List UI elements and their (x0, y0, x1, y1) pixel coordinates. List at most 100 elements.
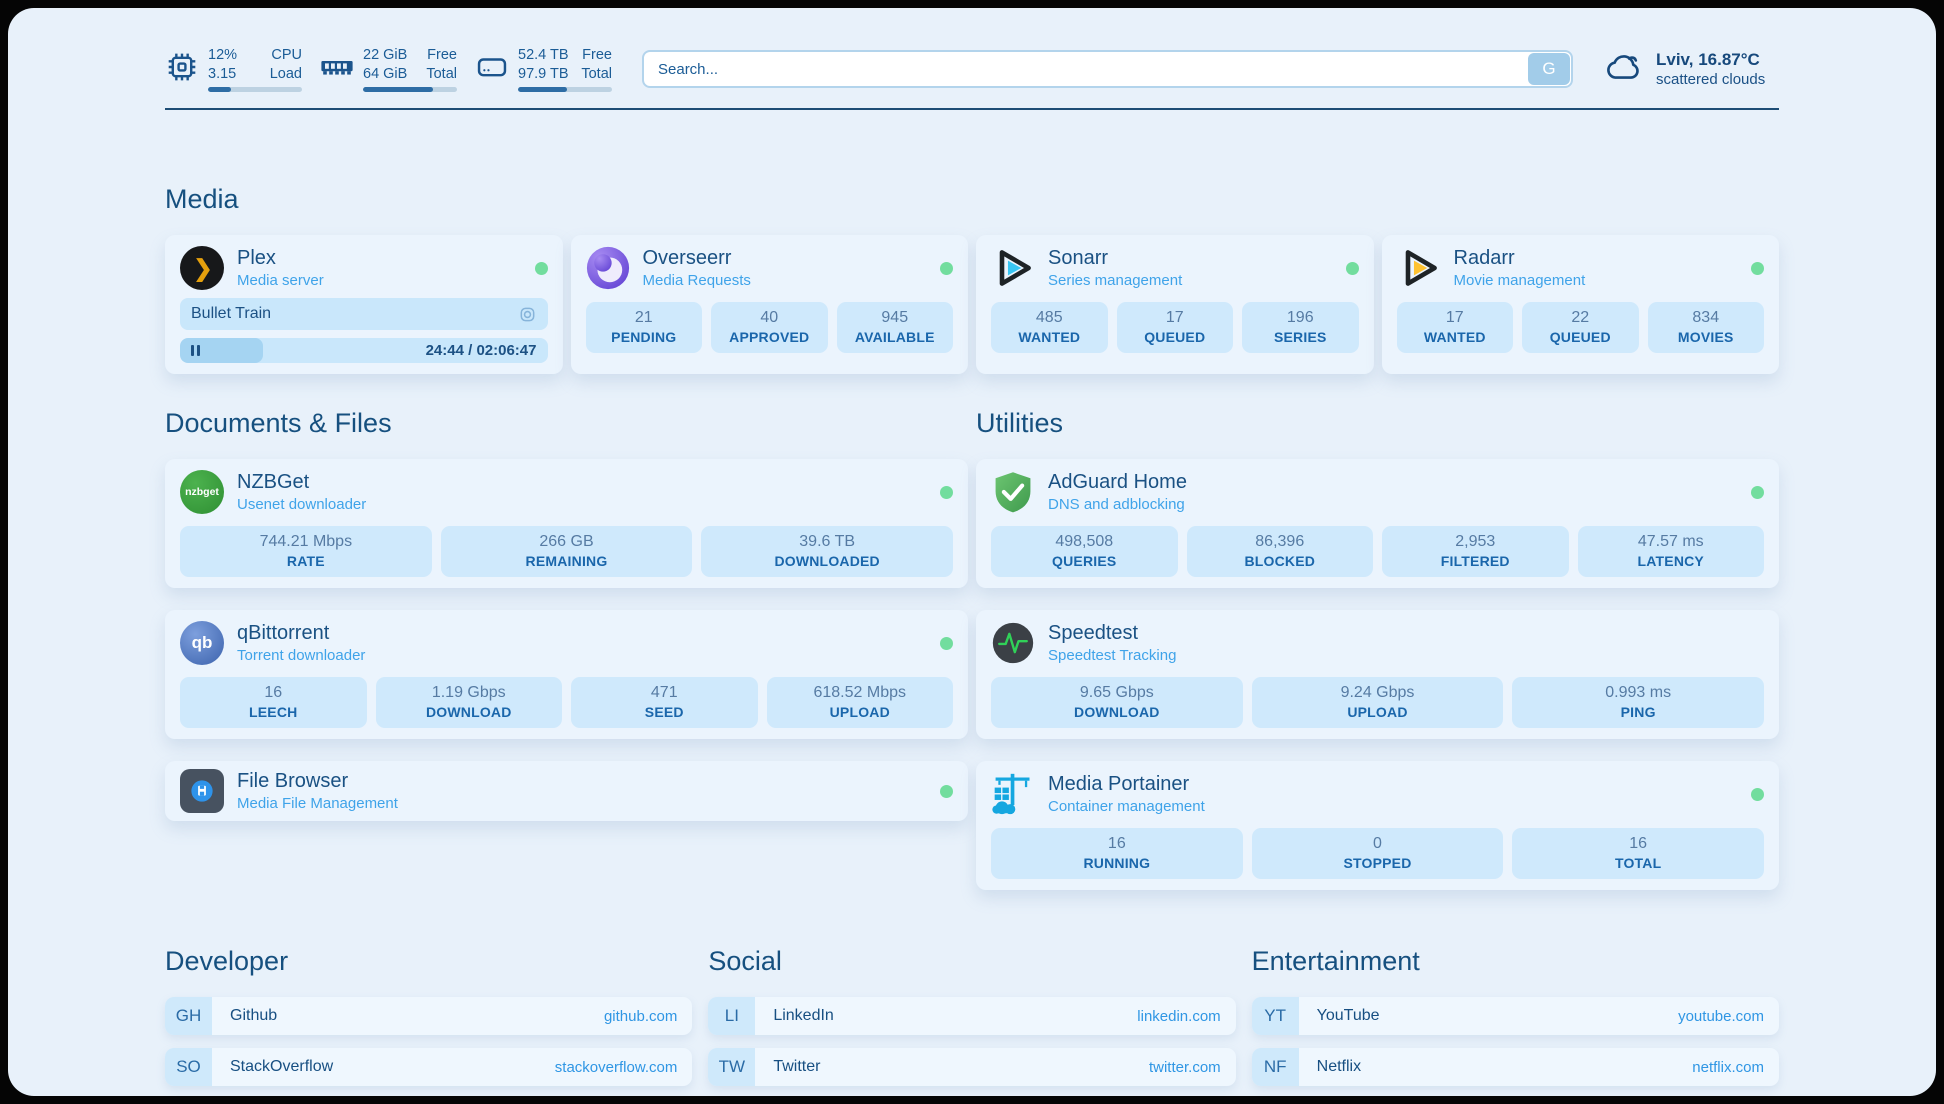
link-badge: GH (165, 997, 212, 1035)
stat-chip: 17 WANTED (1396, 302, 1513, 353)
service-card-sonarr[interactable]: Sonarr Series management 485 WANTED 17 Q… (976, 235, 1374, 374)
section-title-entertainment: Entertainment (1251, 946, 1420, 976)
service-card-plex[interactable]: ❯ Plex Media server Bullet Train (165, 235, 563, 374)
cpu-load-label: Load (269, 65, 302, 82)
stat-chip: 2,953 FILTERED (1382, 526, 1569, 577)
stat-chip: 16 TOTAL (1512, 828, 1764, 879)
header-divider (165, 108, 1779, 110)
stat-chip: 16 RUNNING (991, 828, 1243, 879)
adguard-icon (991, 470, 1035, 514)
stat-chip: 47.57 ms LATENCY (1577, 526, 1764, 577)
filebrowser-icon (180, 769, 224, 813)
memory-total: 64 GiB (363, 65, 408, 82)
service-card-portainer[interactable]: Media Portainer Container management 16 … (976, 761, 1779, 890)
weather-condition: scattered clouds (1656, 71, 1766, 88)
service-title: AdGuard Home (1048, 471, 1187, 493)
service-title: Overseerr (642, 247, 732, 269)
link-row-youtube[interactable]: YT YouTube youtube.com (1251, 997, 1779, 1035)
service-subtitle: Media File Management (237, 795, 398, 812)
link-name: LinkedIn (773, 1007, 834, 1024)
documents-column: Documents & Files nzbget NZBGet Usenet d… (165, 408, 968, 890)
status-dot-online (534, 261, 548, 275)
stat-chip: 16 LEECH (180, 677, 367, 728)
status-dot-online (1751, 261, 1764, 275)
stat-chip: 39.6 TB DOWNLOADED (701, 526, 953, 577)
stat-chip: 9.24 Gbps UPLOAD (1251, 677, 1504, 728)
service-title: Speedtest (1048, 622, 1139, 644)
service-title: NZBGet (237, 471, 310, 493)
now-playing-title: Bullet Train (191, 305, 272, 322)
status-dot-online (1345, 261, 1359, 275)
service-card-qbittorrent[interactable]: qb qBittorrent Torrent downloader 16 LEE… (165, 610, 968, 739)
service-card-speedtest[interactable]: Speedtest Speedtest Tracking 9.65 Gbps D… (976, 610, 1779, 739)
stat-chip: 471 SEED (571, 677, 758, 728)
service-title: qBittorrent (237, 622, 330, 644)
link-name: Netflix (1316, 1058, 1362, 1075)
utilities-column: Utilities (976, 408, 1779, 890)
section-title-documents: Documents & Files (165, 408, 392, 438)
stat-chip: 40 APPROVED (711, 302, 828, 353)
stat-chip: 618.52 Mbps UPLOAD (766, 677, 953, 728)
service-subtitle: Torrent downloader (237, 647, 366, 664)
link-url: youtube.com (1678, 1007, 1764, 1025)
memory-stat: 22 GiB 64 GiB Free Total (320, 46, 457, 92)
link-badge: LI (708, 997, 756, 1035)
link-url: netflix.com (1692, 1058, 1764, 1076)
link-url: linkedin.com (1137, 1007, 1221, 1025)
pause-icon (191, 345, 194, 356)
stat-chip: 22 QUEUED (1522, 302, 1639, 353)
session-icon (520, 307, 534, 321)
link-row-linkedin[interactable]: LI LinkedIn linkedin.com (708, 997, 1236, 1035)
service-subtitle: Series management (1048, 272, 1183, 289)
dashboard-page: 12% 3.15 CPU Load (8, 8, 1936, 1096)
section-title-media: Media (165, 184, 239, 214)
service-card-filebrowser[interactable]: File Browser Media File Management (165, 761, 968, 821)
search-bar: G (642, 50, 1573, 88)
status-dot-online (940, 784, 953, 798)
service-card-overseerr[interactable]: Overseerr Media Requests 21 PENDING 40 A… (570, 235, 968, 374)
link-name: Github (230, 1007, 278, 1024)
link-row-stackoverflow[interactable]: SO StackOverflow stackoverflow.com (165, 1048, 693, 1086)
service-card-adguard[interactable]: AdGuard Home DNS and adblocking 498,508 … (976, 459, 1779, 588)
section-title-social: Social (708, 946, 782, 976)
service-title: Sonarr (1048, 247, 1109, 269)
status-dot-online (940, 485, 953, 499)
qbittorrent-icon: qb (180, 621, 224, 665)
stat-chip: 498,508 QUERIES (991, 526, 1178, 577)
link-name: YouTube (1316, 1007, 1380, 1024)
link-url: github.com (603, 1007, 678, 1025)
disk-icon (475, 52, 509, 87)
link-row-twitter[interactable]: TW Twitter twitter.com (708, 1048, 1236, 1086)
cpu-stat: 12% 3.15 CPU Load (165, 46, 302, 92)
memory-free: 22 GiB (363, 47, 408, 64)
stat-chip: 744.21 Mbps RATE (180, 526, 432, 577)
service-title: File Browser (237, 770, 349, 792)
link-name: Twitter (773, 1058, 821, 1075)
link-url: twitter.com (1148, 1058, 1221, 1076)
service-title: Radarr (1453, 247, 1515, 269)
weather-widget: Lviv, 16.87°C scattered clouds (1603, 50, 1779, 88)
overseerr-icon (586, 246, 630, 290)
section-title-developer: Developer (165, 946, 289, 976)
service-subtitle: Movie management (1453, 272, 1586, 289)
portainer-icon (991, 772, 1035, 816)
link-row-github[interactable]: GH Github github.com (165, 997, 693, 1035)
search-input[interactable] (642, 50, 1573, 88)
stat-chip: 945 AVAILABLE (836, 302, 953, 353)
cpu-icon (165, 50, 199, 89)
service-subtitle: Media Requests (642, 272, 751, 289)
now-playing-bar: Bullet Train (180, 298, 548, 330)
media-card-grid: ❯ Plex Media server Bullet Train (165, 235, 1779, 374)
search-engine-button[interactable]: G (1528, 53, 1570, 85)
memory-total-label: Total (426, 65, 457, 82)
service-subtitle: Usenet downloader (237, 496, 367, 513)
service-card-nzbget[interactable]: nzbget NZBGet Usenet downloader 744.21 M… (165, 459, 968, 588)
status-dot-online (940, 261, 953, 275)
status-dot-online (1751, 787, 1764, 801)
stat-chip: 21 PENDING (585, 302, 702, 353)
service-card-radarr[interactable]: Radarr Movie management 17 WANTED 22 QUE… (1381, 235, 1779, 374)
service-subtitle: Media server (237, 272, 324, 289)
link-row-netflix[interactable]: NF Netflix netflix.com (1251, 1048, 1779, 1086)
status-dot-online (940, 636, 953, 650)
link-name: StackOverflow (230, 1058, 334, 1075)
